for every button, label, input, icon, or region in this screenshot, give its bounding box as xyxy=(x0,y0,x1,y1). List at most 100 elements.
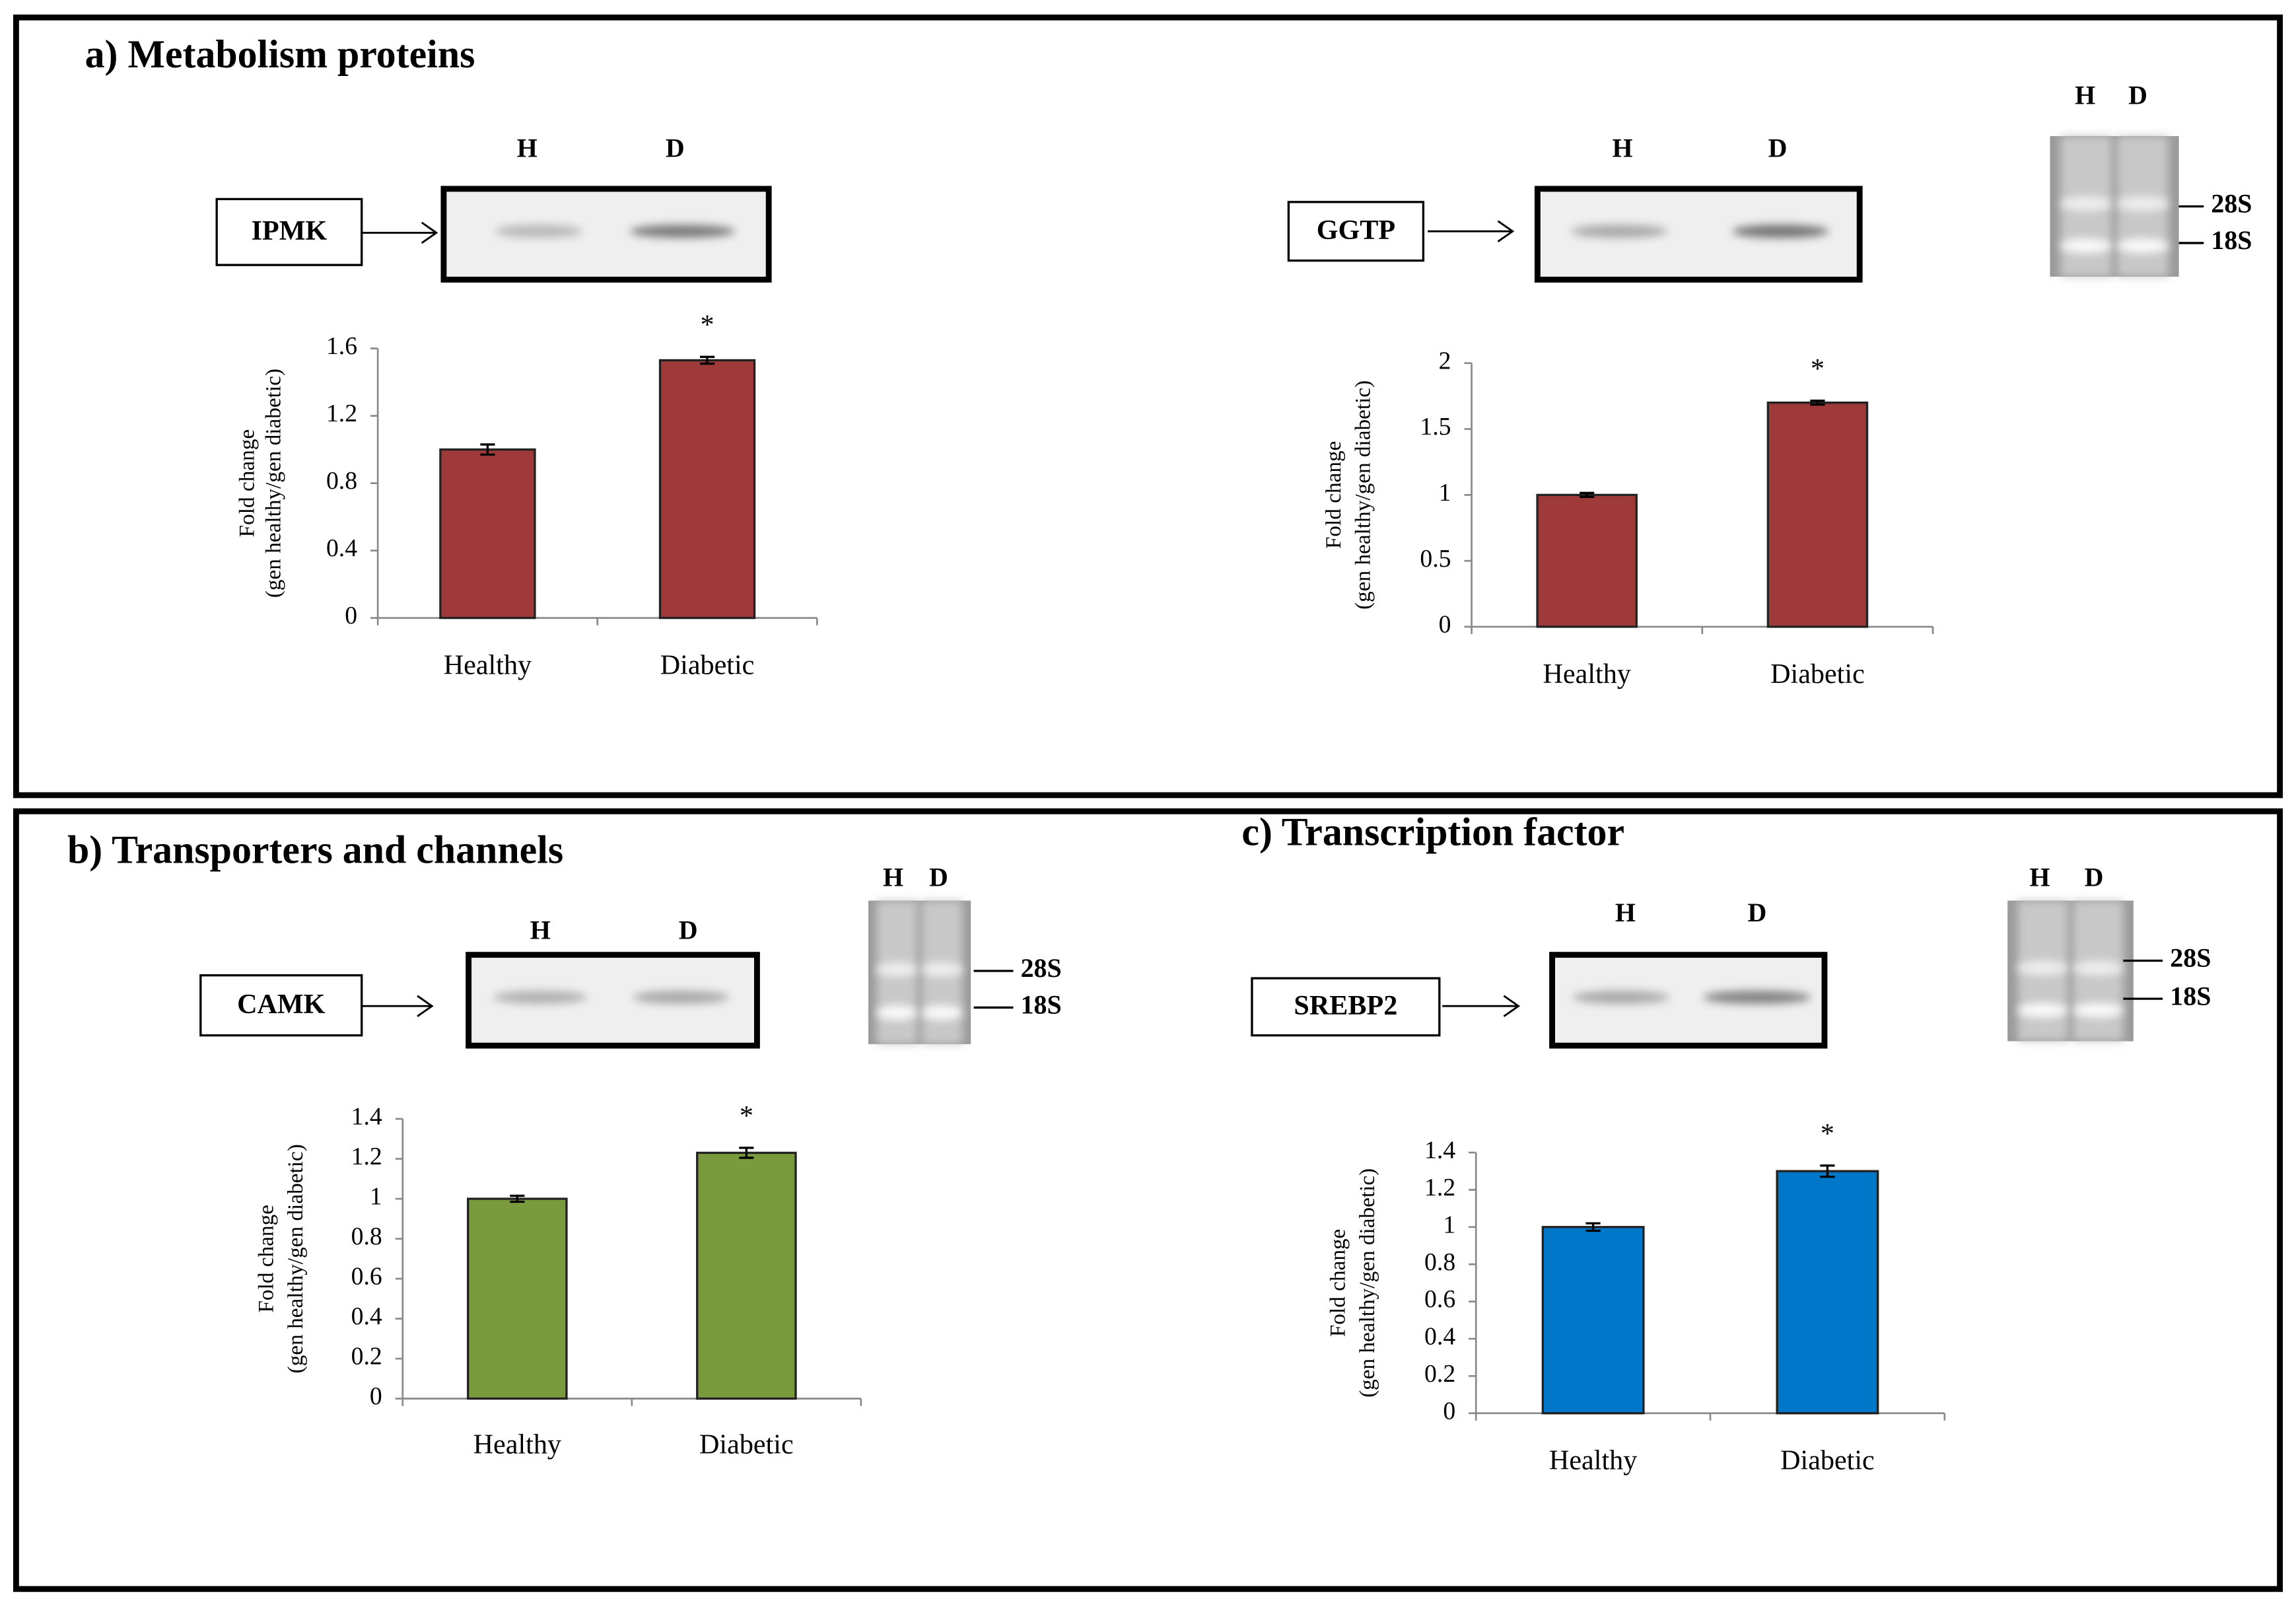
error-bar xyxy=(1585,1222,1601,1232)
lane-label: D xyxy=(1748,898,1767,927)
y-tick-label: 1.2 xyxy=(326,400,357,427)
y-tick-label: 1.6 xyxy=(326,332,357,360)
bar xyxy=(439,448,536,620)
bar xyxy=(1766,401,1869,628)
y-tick-label: 0.6 xyxy=(1424,1285,1455,1313)
y-tick-label: 1.4 xyxy=(351,1103,382,1131)
y-axis-label: (gen healthy/gen diabetic) xyxy=(283,1144,308,1373)
panel-frame xyxy=(13,808,2283,1592)
y-tick-label: 0.4 xyxy=(326,534,357,562)
error-bar xyxy=(699,355,715,365)
lane-label: D xyxy=(929,863,948,892)
gel-band xyxy=(632,990,730,1004)
panel-title: a) Metabolism proteins xyxy=(85,32,475,76)
significance-label: * xyxy=(1811,353,1825,384)
band-label: 28S xyxy=(2170,943,2211,973)
y-tick-label: 0.5 xyxy=(1420,545,1451,573)
band-label: 18S xyxy=(2211,225,2252,255)
arrow-head xyxy=(1497,220,1515,242)
y-axis-label: (gen healthy/gen diabetic) xyxy=(1355,1168,1379,1398)
bar xyxy=(696,1151,797,1400)
lane-label: H xyxy=(1612,133,1632,162)
y-axis-label: (gen healthy/gen diabetic) xyxy=(261,369,286,598)
lane-label: H xyxy=(530,915,551,945)
rna-band xyxy=(2060,196,2112,211)
band-label: 28S xyxy=(2211,189,2252,219)
bar xyxy=(1776,1170,1879,1415)
y-axis-label: Fold change xyxy=(1326,1229,1350,1337)
rna-band xyxy=(2017,1003,2068,1018)
lane-label: H xyxy=(2029,863,2050,892)
error-bar xyxy=(1580,491,1595,498)
error-bar xyxy=(480,443,495,456)
significance-label: * xyxy=(1821,1118,1834,1149)
y-tick-label: 0.4 xyxy=(1424,1323,1455,1351)
panel-frame xyxy=(13,14,2283,799)
y-tick-label: 0.2 xyxy=(351,1343,382,1371)
y-tick-label: 1 xyxy=(370,1183,382,1211)
y-tick-label: 0 xyxy=(1439,611,1451,639)
y-tick-label: 0.8 xyxy=(326,467,357,495)
x-tick-label: Diabetic xyxy=(1770,659,1865,690)
gene-box xyxy=(215,197,363,266)
y-tick-label: 1 xyxy=(1439,479,1451,507)
y-axis-label: Fold change xyxy=(254,1205,278,1312)
x-tick-label: Healthy xyxy=(444,650,532,681)
rna-band xyxy=(2073,1003,2124,1018)
significance-label: * xyxy=(701,310,714,341)
error-bar xyxy=(739,1147,754,1159)
error-bar xyxy=(1820,1164,1835,1178)
gene-label: SREBP2 xyxy=(1294,990,1397,1021)
y-tick-label: 0.4 xyxy=(351,1302,382,1330)
x-tick-label: Healthy xyxy=(473,1429,561,1460)
x-tick-label: Healthy xyxy=(1549,1445,1637,1476)
y-tick-label: 1.5 xyxy=(1420,413,1451,441)
lane-label: H xyxy=(883,863,903,892)
lane-label: H xyxy=(517,133,538,162)
lane-label: D xyxy=(666,133,685,162)
rna-band xyxy=(921,1005,963,1020)
y-axis-label: (gen healthy/gen diabetic) xyxy=(1350,380,1375,610)
gene-box xyxy=(1251,977,1441,1037)
rna-band xyxy=(876,1005,918,1020)
y-axis-label: Fold change xyxy=(235,429,260,537)
x-tick-label: Diabetic xyxy=(699,1429,794,1460)
band-label: 18S xyxy=(1021,990,1062,1020)
error-bar xyxy=(510,1194,525,1203)
gene-label: IPMK xyxy=(252,215,328,246)
gel-band xyxy=(629,225,736,238)
arrow-head xyxy=(421,221,438,244)
lane-label: H xyxy=(1615,898,1636,927)
y-tick-label: 1.2 xyxy=(1424,1174,1455,1201)
y-tick-label: 1.2 xyxy=(351,1143,382,1170)
y-tick-label: 0 xyxy=(1443,1397,1455,1425)
panel-title: b) Transporters and channels xyxy=(67,828,563,871)
band-label: 18S xyxy=(2170,981,2211,1011)
rna-band xyxy=(921,962,963,977)
lane-label: D xyxy=(2128,81,2147,110)
bar xyxy=(658,359,756,620)
y-tick-label: 2 xyxy=(1439,347,1451,374)
error-bar xyxy=(1810,399,1825,406)
lane-label: H xyxy=(2075,81,2095,110)
band-label: 28S xyxy=(1021,953,1062,983)
y-tick-label: 0 xyxy=(370,1382,382,1410)
panel-title: c) Transcription factor xyxy=(1241,810,1624,854)
bar xyxy=(467,1197,568,1400)
rna-band xyxy=(2017,960,2068,976)
bar xyxy=(1541,1226,1645,1415)
y-tick-label: 0.2 xyxy=(1424,1360,1455,1388)
x-tick-label: Diabetic xyxy=(1780,1445,1875,1476)
y-tick-label: 1 xyxy=(1443,1211,1455,1238)
y-tick-label: 0.8 xyxy=(1424,1248,1455,1276)
significance-label: * xyxy=(740,1100,753,1131)
gel-band xyxy=(495,225,583,238)
y-tick-label: 0.8 xyxy=(351,1223,382,1250)
gene-box xyxy=(1287,201,1425,262)
bar xyxy=(1536,493,1638,628)
arrow-head xyxy=(417,995,434,1017)
gel-band xyxy=(1732,225,1829,238)
x-tick-label: Diabetic xyxy=(660,650,755,681)
y-tick-label: 1.4 xyxy=(1424,1137,1455,1164)
